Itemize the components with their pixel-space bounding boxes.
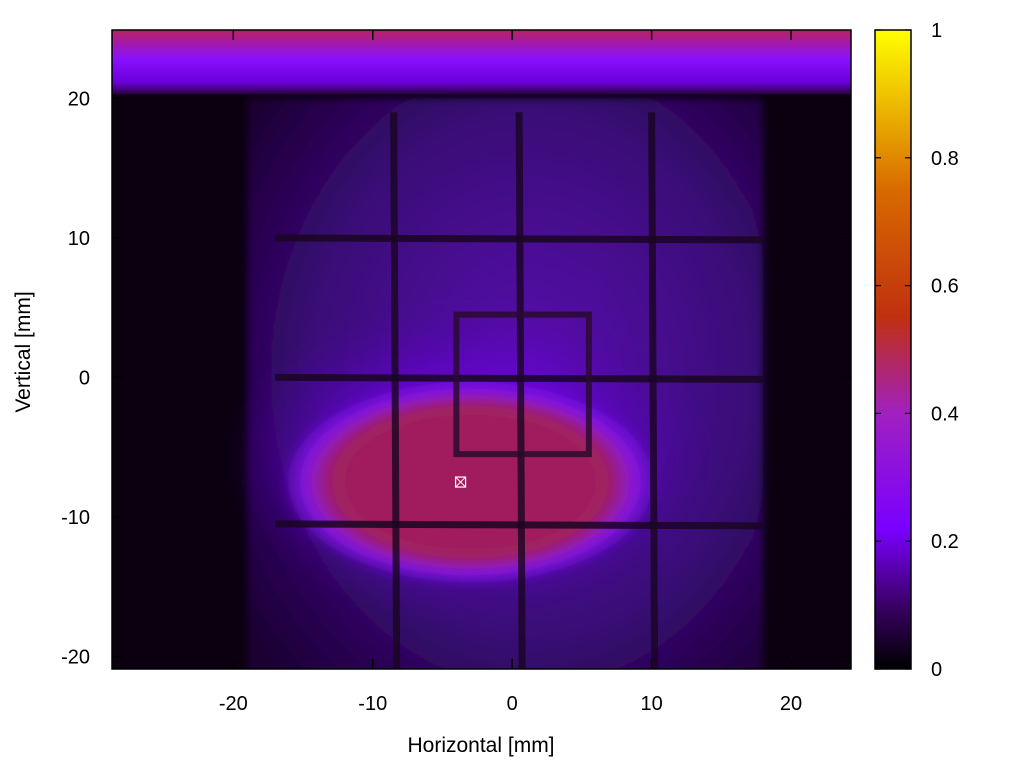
inner-box-shadow <box>453 311 592 458</box>
y-tick-label: 0 <box>79 367 90 389</box>
y-tick-label: -20 <box>61 646 90 668</box>
center-marker <box>454 476 467 488</box>
y-axis-ticks: -20 -10 0 10 20 <box>61 88 851 668</box>
plot-border <box>111 29 852 670</box>
marker-square <box>454 476 467 488</box>
y-axis-title: Vertical [mm] <box>12 291 35 412</box>
y-tick-label: 10 <box>68 228 90 250</box>
x-axis-title: Horizontal [mm] <box>407 734 554 757</box>
colorbar-tick-label: 0.8 <box>931 148 959 170</box>
colorbar-gradient <box>875 30 911 669</box>
colorbar-border <box>874 29 912 670</box>
top-band <box>112 30 851 95</box>
grid-line-vertical <box>390 112 401 669</box>
colorbar-tick-label: 0 <box>931 659 942 681</box>
grid-line-horizontal <box>275 373 764 383</box>
x-tick-label: -20 <box>219 693 248 715</box>
colorbar-ticks: 0 0.2 0.4 0.6 0.8 1 <box>875 20 959 681</box>
grid-shadow-lines <box>275 112 764 669</box>
y-tick-label: -10 <box>61 507 90 529</box>
colorbar-tick-label: 0.6 <box>931 276 959 298</box>
x-tick-label: -10 <box>358 693 387 715</box>
x-tick-label: 10 <box>640 693 662 715</box>
colorbar-tick-label: 0.2 <box>931 531 959 553</box>
heatmap-image <box>112 30 851 669</box>
marker-cross <box>455 476 466 488</box>
grid-line-vertical <box>515 112 526 669</box>
colorbar-tick-label: 0.4 <box>931 403 959 425</box>
grid-line-vertical <box>648 112 659 669</box>
grid-line-horizontal <box>275 234 764 244</box>
beam-spot <box>280 377 661 587</box>
y-tick-label: 20 <box>68 88 90 110</box>
x-tick-label: 0 <box>507 693 518 715</box>
x-tick-label: 20 <box>780 693 802 715</box>
grid-line-horizontal <box>275 520 764 530</box>
x-axis-ticks: -20 -10 0 10 20 <box>219 30 802 715</box>
colorbar-tick-label: 1 <box>931 20 942 42</box>
